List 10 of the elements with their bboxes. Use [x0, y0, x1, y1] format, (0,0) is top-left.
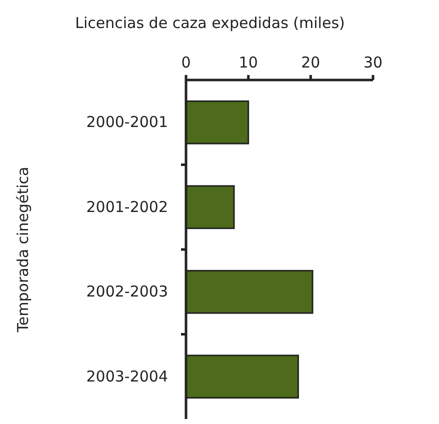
x-tick-label: 10 [238, 54, 258, 72]
y-tick-label: 2003-2004 [86, 367, 168, 386]
x-tick-label: 20 [301, 54, 320, 72]
y-tick-label: 2002-2003 [86, 282, 168, 301]
x-tick-label: 0 [181, 54, 191, 72]
y-tick-label: 2001-2002 [86, 198, 168, 216]
x-tick-label: 30 [363, 54, 383, 72]
x-axis-title: Licencias de caza expedidas (miles) [75, 14, 345, 32]
y-axis-title: Temporada cinegética [14, 166, 32, 334]
y-tick-label: 2000-2001 [86, 113, 168, 132]
